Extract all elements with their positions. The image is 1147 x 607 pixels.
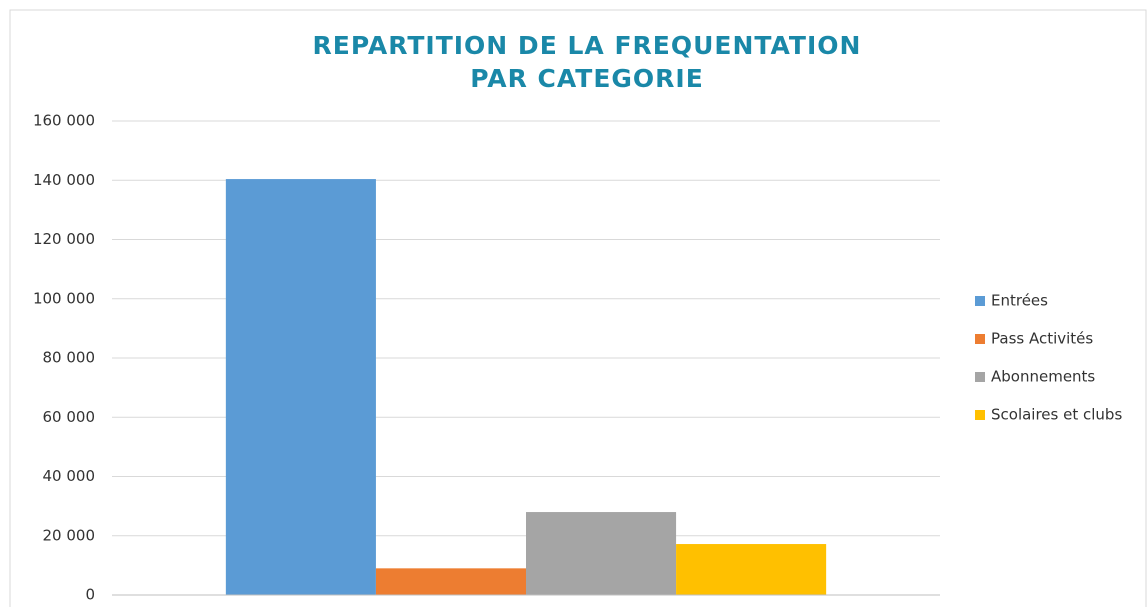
y-tick-label: 80 000 [43, 349, 96, 367]
legend-swatch [975, 372, 985, 382]
legend-label: Entrées [991, 292, 1048, 310]
chart-title: PAR CATEGORIE [470, 64, 704, 93]
y-tick-label: 60 000 [43, 408, 96, 426]
chart-border [9, 9, 1147, 607]
chart-title: REPARTITION DE LA FREQUENTATION [313, 31, 862, 60]
legend-label: Scolaires et clubs [991, 406, 1122, 424]
bar [375, 568, 526, 595]
y-tick-label: 140 000 [33, 171, 95, 189]
bar [225, 179, 376, 595]
legend-swatch [975, 334, 985, 344]
y-tick-label: 40 000 [43, 467, 96, 485]
legend-label: Pass Activités [991, 330, 1093, 348]
bar [676, 544, 827, 595]
legend-swatch [975, 296, 985, 306]
y-tick-label: 20 000 [43, 526, 96, 544]
legend-label: Abonnements [991, 368, 1095, 386]
y-tick-label: 120 000 [33, 230, 95, 248]
y-tick-label: 160 000 [33, 112, 95, 130]
legend-swatch [975, 410, 985, 420]
y-tick-label: 100 000 [33, 289, 95, 307]
y-tick-label: 0 [85, 586, 95, 604]
bar [526, 512, 677, 595]
